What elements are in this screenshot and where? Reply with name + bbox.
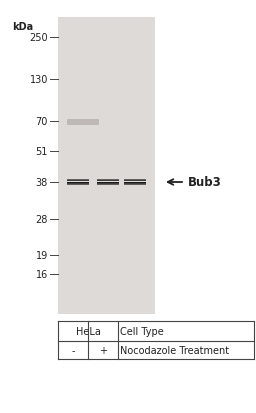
Text: HeLa: HeLa bbox=[76, 326, 100, 336]
Text: Cell Type: Cell Type bbox=[120, 326, 164, 336]
Text: kDa: kDa bbox=[12, 22, 33, 32]
FancyBboxPatch shape bbox=[67, 181, 89, 182]
Text: 250: 250 bbox=[29, 33, 48, 43]
Text: 51: 51 bbox=[36, 147, 48, 157]
FancyBboxPatch shape bbox=[97, 182, 119, 183]
Text: 28: 28 bbox=[36, 214, 48, 224]
FancyBboxPatch shape bbox=[67, 120, 99, 126]
Text: 38: 38 bbox=[36, 178, 48, 188]
FancyBboxPatch shape bbox=[124, 181, 146, 182]
FancyBboxPatch shape bbox=[124, 183, 146, 184]
FancyBboxPatch shape bbox=[58, 18, 155, 314]
Text: 16: 16 bbox=[36, 269, 48, 279]
FancyBboxPatch shape bbox=[97, 183, 119, 184]
Text: Nocodazole Treatment: Nocodazole Treatment bbox=[120, 345, 229, 355]
FancyBboxPatch shape bbox=[67, 182, 89, 183]
Text: 19: 19 bbox=[36, 250, 48, 260]
Text: 130: 130 bbox=[30, 75, 48, 85]
Text: 70: 70 bbox=[36, 117, 48, 127]
Text: -: - bbox=[71, 345, 75, 355]
Text: Bub3: Bub3 bbox=[188, 176, 222, 189]
FancyBboxPatch shape bbox=[97, 181, 119, 182]
FancyBboxPatch shape bbox=[67, 183, 89, 184]
Text: +: + bbox=[99, 345, 107, 355]
FancyBboxPatch shape bbox=[124, 182, 146, 183]
